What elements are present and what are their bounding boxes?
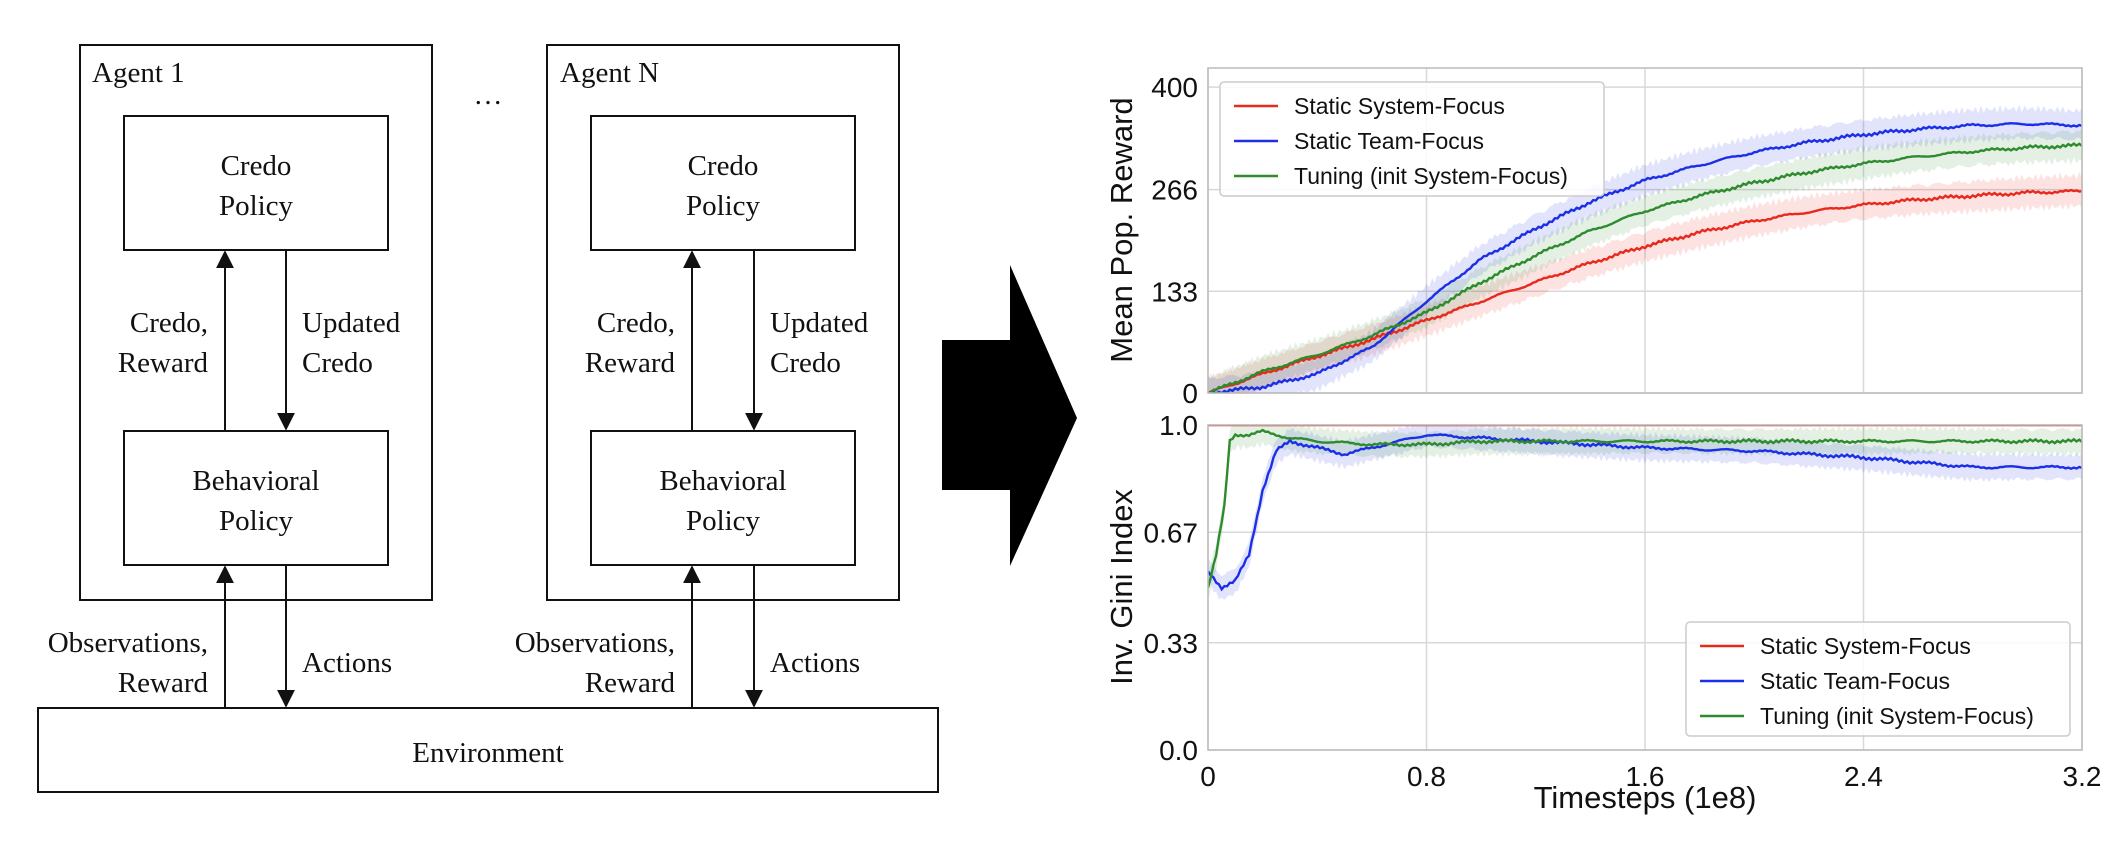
y-tick-label: 266 [1151, 175, 1198, 206]
x-tick-label: 2.4 [1844, 761, 1883, 792]
agent-n-title: Agent N [560, 57, 659, 89]
agent-n-obs-label-line1: Observations, [515, 627, 675, 659]
gini-x-ticks: 0 0.8 1.6 2.4 3.2 [1200, 761, 2101, 792]
agent-1-down-label-line1: Updated [302, 307, 401, 339]
gini-legend: Static System-Focus Static Team-Focus Tuni… [1685, 621, 2071, 737]
agent-1-up-label-line1: Credo, [130, 307, 208, 339]
reward-plot-frame [1207, 67, 2083, 394]
environment-box [37, 707, 939, 793]
agents-ellipsis: … [474, 79, 503, 111]
reward-y-axis-label: Mean Pop. Reward [1104, 97, 1139, 362]
agent-n-down-label-line2: Credo [770, 347, 841, 379]
agent-1-title: Agent 1 [92, 57, 185, 89]
agent-1-behavioral-policy-line1: Behavioral [192, 465, 319, 497]
gini-plot-frame [1207, 424, 2083, 751]
big-right-arrow-icon [942, 265, 1077, 566]
series-band [1208, 104, 2082, 393]
agent-1-credo-policy-line1: Credo [221, 150, 292, 182]
series-line [1208, 433, 2082, 592]
gini-y-ticks: 0.0 0.33 0.67 1.0 [1144, 410, 1199, 766]
legend-box [1219, 81, 1605, 197]
agent-1-box: Agent 1 Credo Policy Behavioral Policy C… [48, 44, 433, 708]
agent-1-credo-policy-line2: Policy [219, 190, 294, 222]
agent-n-credo-policy-box [590, 115, 856, 251]
environment-label: Environment [412, 737, 563, 769]
agent-n-down-label-line1: Updated [770, 307, 869, 339]
agent-n-behavioral-policy-line2: Policy [686, 505, 761, 537]
legend-box [1685, 621, 2071, 737]
legend-entry: Static System-Focus [1294, 93, 1505, 119]
reward-y-ticks: 0 133 266 400 [1151, 72, 1198, 409]
gini-panel: 0.0 0.33 0.67 1.0 0 0.8 1.6 2.4 3.2 Inv. Gini I… [1104, 410, 2101, 815]
agent-1-behavioral-policy-box [123, 430, 389, 566]
legend-entry: Tuning (init System-Focus) [1294, 163, 1568, 189]
agent-1-obs-label-line1: Observations, [48, 627, 208, 659]
x-tick-label: 0 [1200, 761, 1216, 792]
y-tick-label: 133 [1151, 276, 1198, 307]
series-line [1208, 121, 2082, 393]
agent-1-credo-policy-box [123, 115, 389, 251]
y-tick-label: 0.67 [1144, 517, 1199, 548]
agent-n-credo-policy-line2: Policy [686, 190, 761, 222]
series-line [1208, 428, 2082, 588]
series-line [1208, 188, 2082, 393]
agent-n-box: Agent N Credo Policy Behavioral Policy C… [515, 44, 900, 708]
gini-x-axis-label: Timesteps (1e8) [1534, 780, 1757, 815]
y-tick-label: 0.33 [1144, 628, 1199, 659]
agent-n-behavioral-policy-line1: Behavioral [659, 465, 786, 497]
series-band [1208, 128, 2082, 393]
gini-y-axis-label: Inv. Gini Index [1104, 489, 1139, 685]
series-line [1208, 142, 2082, 393]
charts: 0 133 266 400 Mean Pop. Reward Static Syste… [1104, 67, 2101, 815]
legend-entry: Static System-Focus [1760, 633, 1971, 659]
agent-n-credo-policy-line1: Credo [688, 150, 759, 182]
agent-1-actions-label: Actions [302, 647, 392, 679]
x-tick-label: 1.6 [1626, 761, 1665, 792]
agent-n-behavioral-policy-box [590, 430, 856, 566]
x-tick-label: 3.2 [2063, 761, 2102, 792]
y-tick-label: 1.0 [1159, 410, 1198, 441]
agent-n-obs-label-line2: Reward [585, 667, 676, 699]
agent-n-up-label-line1: Credo, [597, 307, 675, 339]
agent-1-behavioral-policy-line2: Policy [219, 505, 294, 537]
legend-entry: Static Team-Focus [1760, 668, 1950, 694]
reward-legend: Static System-Focus Static Team-Focus Tuni… [1219, 81, 1605, 197]
agent-1-obs-label-line2: Reward [118, 667, 209, 699]
reward-panel: 0 133 266 400 Mean Pop. Reward Static Syste… [1104, 67, 2083, 409]
legend-entry: Static Team-Focus [1294, 128, 1484, 154]
gini-lines [1208, 425, 2082, 592]
series-band [1208, 425, 2082, 600]
reward-lines [1208, 121, 2082, 393]
legend-entry: Tuning (init System-Focus) [1760, 703, 2034, 729]
agent-1-up-label-line2: Reward [118, 347, 209, 379]
agent-1-down-label-line2: Credo [302, 347, 373, 379]
agent-diagram: Agent 1 Credo Policy Behavioral Policy C… [37, 44, 939, 793]
y-tick-label: 0.0 [1159, 735, 1198, 766]
agent-n-actions-label: Actions [770, 647, 860, 679]
y-tick-label: 0 [1182, 378, 1198, 409]
x-tick-label: 0.8 [1407, 761, 1446, 792]
agent-n-up-label-line2: Reward [585, 347, 676, 379]
y-tick-label: 400 [1151, 72, 1198, 103]
